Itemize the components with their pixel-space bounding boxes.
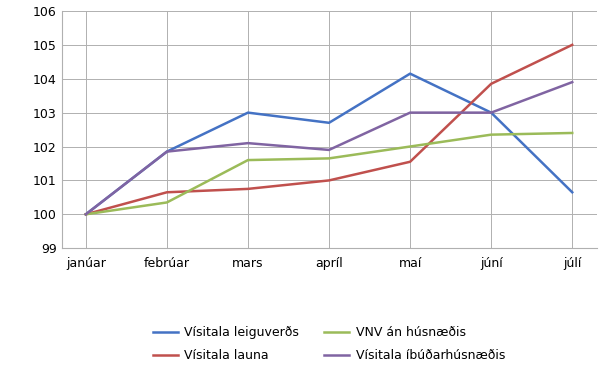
- Vísitala íbúðarhúsnæðis: [488, 111, 495, 115]
- Vísitala íbúðarhúsnæðis: [163, 149, 170, 154]
- Vísitala leiguverðs: [82, 212, 90, 216]
- Legend: Vísitala leiguverðs, Vísitala launa, VNV án húsnæðis, Vísitala íbúðarhúsnæðis: Vísitala leiguverðs, Vísitala launa, VNV…: [148, 321, 510, 365]
- Vísitala leiguverðs: [244, 111, 252, 115]
- Line: Vísitala launa: Vísitala launa: [86, 45, 572, 214]
- VNV án húsnæðis: [407, 144, 414, 149]
- Vísitala launa: [488, 82, 495, 86]
- VNV án húsnæðis: [163, 200, 170, 205]
- VNV án húsnæðis: [244, 158, 252, 162]
- Vísitala leiguverðs: [163, 149, 170, 154]
- VNV án húsnæðis: [568, 131, 576, 135]
- Vísitala íbúðarhúsnæðis: [407, 111, 414, 115]
- Vísitala launa: [325, 178, 333, 182]
- Vísitala íbúðarhúsnæðis: [568, 80, 576, 84]
- Vísitala launa: [82, 212, 90, 216]
- VNV án húsnæðis: [488, 132, 495, 137]
- Vísitala launa: [244, 187, 252, 191]
- Vísitala leiguverðs: [325, 120, 333, 125]
- Vísitala íbúðarhúsnæðis: [82, 212, 90, 216]
- Vísitala leiguverðs: [407, 72, 414, 76]
- Vísitala leiguverðs: [488, 111, 495, 115]
- Line: Vísitala íbúðarhúsnæðis: Vísitala íbúðarhúsnæðis: [86, 82, 572, 214]
- Vísitala leiguverðs: [568, 190, 576, 195]
- Vísitala launa: [568, 43, 576, 47]
- VNV án húsnæðis: [325, 156, 333, 161]
- Line: VNV án húsnæðis: VNV án húsnæðis: [86, 133, 572, 214]
- Vísitala íbúðarhúsnæðis: [244, 141, 252, 145]
- Vísitala launa: [407, 160, 414, 164]
- VNV án húsnæðis: [82, 212, 90, 216]
- Vísitala íbúðarhúsnæðis: [325, 148, 333, 152]
- Line: Vísitala leiguverðs: Vísitala leiguverðs: [86, 74, 572, 214]
- Vísitala launa: [163, 190, 170, 195]
